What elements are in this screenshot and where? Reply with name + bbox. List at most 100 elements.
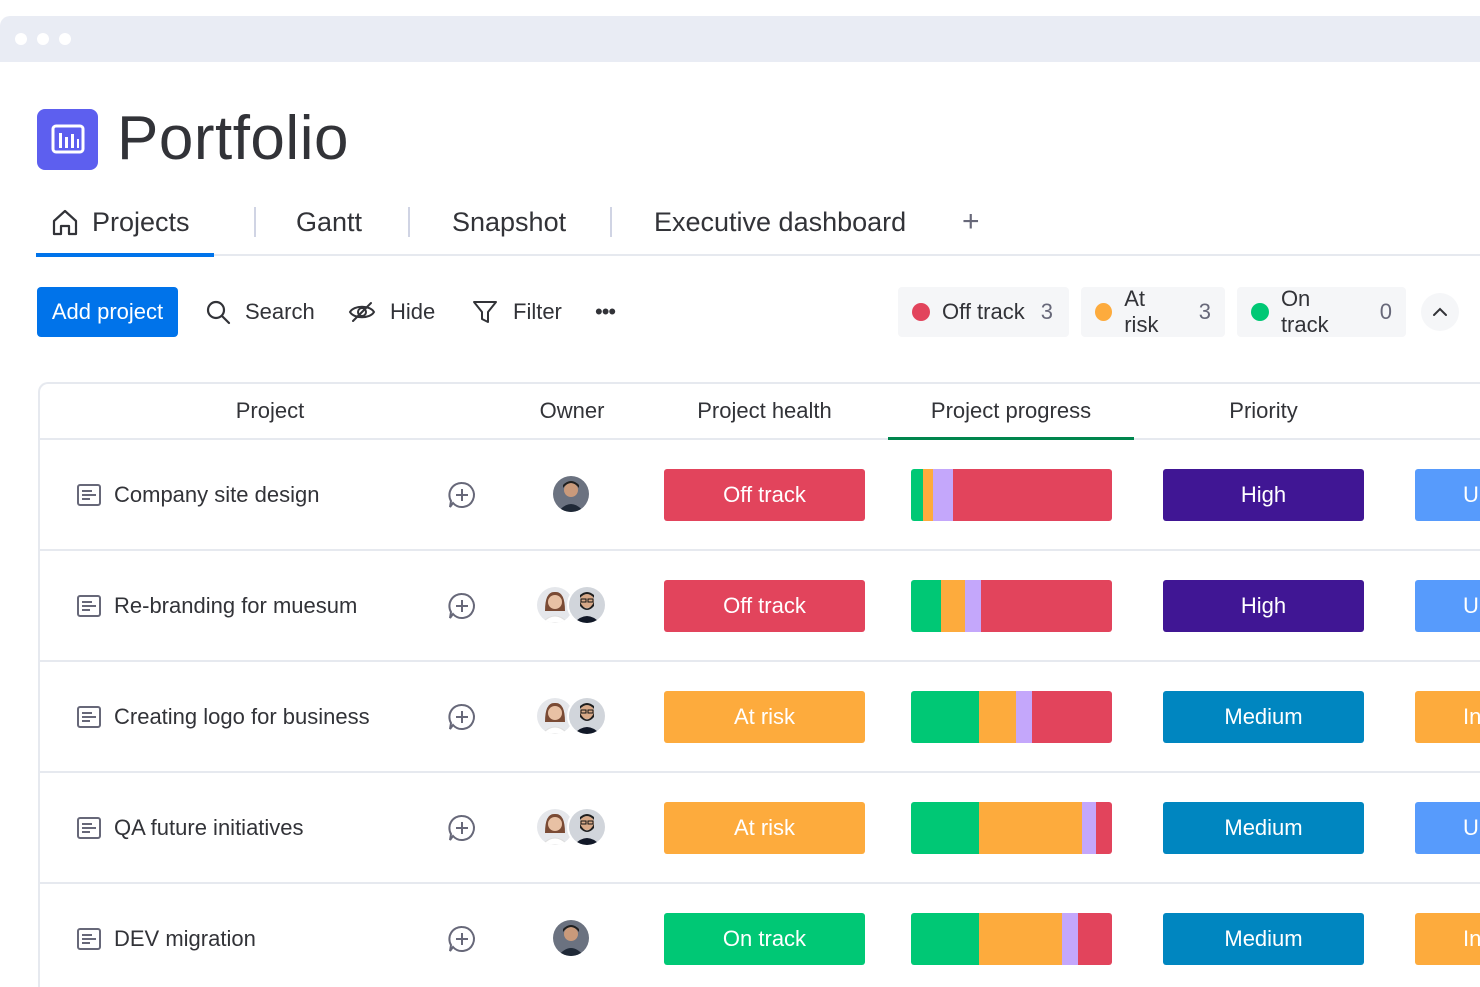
column-header-priority[interactable]: Priority xyxy=(1229,398,1298,423)
extra-status-cell[interactable]: U xyxy=(1415,580,1480,632)
hide-label: Hide xyxy=(390,299,436,324)
progress-segment xyxy=(1077,913,1112,965)
status-label: On track xyxy=(1280,286,1329,337)
progress-segment xyxy=(941,580,966,632)
man-avatar[interactable] xyxy=(551,918,591,958)
project-progress-bar[interactable] xyxy=(911,913,1112,965)
add-update-icon[interactable] xyxy=(447,924,477,954)
owner-cell[interactable] xyxy=(535,696,607,738)
extra-status-cell[interactable]: U xyxy=(1415,469,1480,521)
progress-segment xyxy=(953,469,1112,521)
progress-segment xyxy=(1061,913,1078,965)
view-tabs: Projects Gantt Snapshot Executive dashbo… xyxy=(36,190,1480,257)
project-name: Re-branding for muesum xyxy=(114,593,358,618)
project-health-status[interactable]: On track xyxy=(664,913,865,965)
project-cell[interactable]: Creating logo for business xyxy=(76,662,370,772)
status-filter-on-track[interactable]: On track 0 xyxy=(1237,286,1406,337)
project-name: DEV migration xyxy=(114,926,256,951)
column-header-project-progress[interactable]: Project progress xyxy=(888,384,1134,440)
project-progress-bar[interactable] xyxy=(911,469,1112,521)
progress-segment xyxy=(911,691,980,743)
extra-status-cell[interactable]: In xyxy=(1415,691,1480,743)
tab-gantt[interactable]: Gantt xyxy=(296,190,362,254)
progress-segment xyxy=(911,802,980,854)
project-health-status[interactable]: At risk xyxy=(664,802,865,854)
item-card-icon xyxy=(77,706,101,728)
priority-status[interactable]: High xyxy=(1163,580,1364,632)
board-chart-icon xyxy=(37,108,98,170)
bearded-man-avatar[interactable] xyxy=(567,696,607,736)
projects-table: Project Owner Project health Project pro… xyxy=(38,382,1480,987)
project-progress-bar[interactable] xyxy=(911,580,1112,632)
hide-button[interactable]: Hide xyxy=(348,287,435,337)
owner-cell[interactable] xyxy=(535,585,607,627)
add-update-icon[interactable] xyxy=(447,702,477,732)
status-dot xyxy=(912,303,930,321)
add-update-icon[interactable] xyxy=(447,813,477,843)
add-update-icon[interactable] xyxy=(447,480,477,510)
project-cell[interactable]: Re-branding for muesum xyxy=(76,551,357,661)
tab-label: Gantt xyxy=(296,206,363,237)
woman-avatar[interactable] xyxy=(535,696,575,736)
table-row[interactable]: Creating logo for business At risk Mediu… xyxy=(40,662,1480,773)
man-avatar[interactable] xyxy=(551,474,591,514)
priority-status[interactable]: Medium xyxy=(1163,802,1364,854)
extra-status-cell[interactable]: U xyxy=(1415,802,1480,854)
tab-label: Executive dashboard xyxy=(654,206,907,237)
add-update-icon[interactable] xyxy=(447,591,477,621)
progress-segment xyxy=(933,469,954,521)
more-options-button[interactable]: ••• xyxy=(595,299,616,324)
progress-segment xyxy=(979,913,1062,965)
filter-button[interactable]: Filter xyxy=(471,287,562,337)
status-dot xyxy=(1251,303,1269,321)
owner-cell[interactable] xyxy=(535,807,607,849)
status-filter-off-track[interactable]: Off track 3 xyxy=(898,287,1069,337)
window-dot xyxy=(37,33,49,45)
table-row[interactable]: QA future initiatives At risk Medium U xyxy=(40,773,1480,884)
status-label: At risk xyxy=(1124,286,1159,337)
tab-projects[interactable]: Projects xyxy=(36,190,214,257)
priority-status[interactable]: Medium xyxy=(1163,691,1364,743)
project-progress-bar[interactable] xyxy=(911,802,1112,854)
progress-segment xyxy=(911,469,924,521)
tab-executive-dashboard[interactable]: Executive dashboard xyxy=(654,190,906,254)
tab-snapshot[interactable]: Snapshot xyxy=(452,190,566,254)
search-button[interactable]: Search xyxy=(205,287,315,337)
status-label: Off track xyxy=(942,299,1025,324)
eye-off-icon xyxy=(348,302,376,322)
add-project-button[interactable]: Add project xyxy=(37,287,178,337)
owner-cell[interactable] xyxy=(551,474,591,516)
owner-cell[interactable] xyxy=(551,918,591,960)
add-view-button[interactable]: + xyxy=(962,205,980,238)
table-row[interactable]: DEV migration On track Medium In xyxy=(40,884,1480,987)
search-icon xyxy=(206,300,231,325)
chevron-up-icon xyxy=(1433,307,1447,316)
project-health-status[interactable]: Off track xyxy=(664,580,865,632)
bearded-man-avatar[interactable] xyxy=(567,807,607,847)
project-health-status[interactable]: At risk xyxy=(664,691,865,743)
item-card-icon xyxy=(77,595,101,617)
project-cell[interactable]: QA future initiatives xyxy=(76,773,304,883)
bearded-man-avatar[interactable] xyxy=(567,585,607,625)
collapse-button[interactable] xyxy=(1421,293,1459,331)
progress-segment xyxy=(979,802,1082,854)
home-icon xyxy=(52,209,78,236)
project-cell[interactable]: DEV migration xyxy=(76,884,256,987)
progress-segment xyxy=(911,913,980,965)
search-label: Search xyxy=(245,299,315,324)
item-card-icon xyxy=(77,928,101,950)
column-header-owner[interactable]: Owner xyxy=(539,398,605,423)
column-header-project-health[interactable]: Project health xyxy=(697,398,832,423)
status-filter-at-risk[interactable]: At risk 3 xyxy=(1081,286,1225,337)
project-cell[interactable]: Company site design xyxy=(76,440,319,550)
table-row[interactable]: Company site design Off track High U xyxy=(40,440,1480,551)
extra-status-cell[interactable]: In xyxy=(1415,913,1480,965)
status-count: 0 xyxy=(1379,299,1392,324)
priority-status[interactable]: High xyxy=(1163,469,1364,521)
column-header-project[interactable]: Project xyxy=(235,398,305,423)
table-row[interactable]: Re-branding for muesum Off track High U xyxy=(40,551,1480,662)
page-title: Portfolio xyxy=(117,104,349,173)
project-health-status[interactable]: Off track xyxy=(664,469,865,521)
priority-status[interactable]: Medium xyxy=(1163,913,1364,965)
project-progress-bar[interactable] xyxy=(911,691,1112,743)
